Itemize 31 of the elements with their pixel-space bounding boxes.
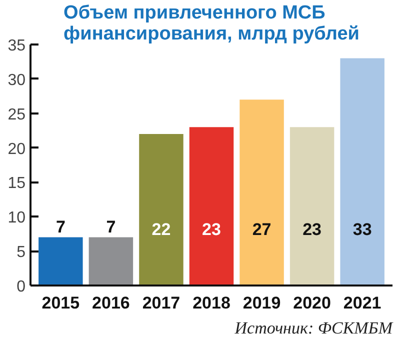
- x-tick-label: 2017: [142, 294, 180, 312]
- data-label: 7: [56, 217, 66, 236]
- data-label: 33: [352, 220, 372, 239]
- y-tick-label: 10: [8, 210, 26, 227]
- bar: [340, 58, 384, 286]
- data-label: 23: [302, 220, 322, 239]
- x-tick-label: 2019: [242, 294, 281, 312]
- bar: [88, 237, 134, 286]
- y-tick-label: 0: [16, 278, 26, 296]
- bar: [139, 134, 184, 286]
- x-tick-label: 2016: [92, 294, 130, 312]
- x-tick-label: 2015: [42, 294, 80, 312]
- y-tick-label: 5: [16, 244, 26, 262]
- data-label: 22: [152, 220, 171, 239]
- data-label: 23: [202, 220, 221, 239]
- x-tick-label: 2020: [293, 294, 331, 312]
- x-tick-label: 2018: [192, 294, 230, 312]
- bar: [290, 127, 334, 286]
- x-tick-label: 2021: [343, 294, 382, 312]
- y-tick-label: 30: [8, 72, 26, 89]
- chart-title: Объем привлеченного МСБ финансирования, млрд рублей: [64, 2, 360, 44]
- y-tick-label: 35: [8, 38, 26, 54]
- y-tick-label: 15: [8, 175, 26, 192]
- data-label: 7: [106, 217, 116, 236]
- text: Источник: ФСКМБМ: [234, 318, 394, 338]
- bar: [240, 100, 284, 286]
- bar: [38, 237, 83, 286]
- y-tick-label: 25: [8, 106, 26, 124]
- bar: [189, 127, 234, 286]
- y-tick-label: 20: [8, 140, 26, 158]
- data-label: 27: [252, 220, 272, 239]
